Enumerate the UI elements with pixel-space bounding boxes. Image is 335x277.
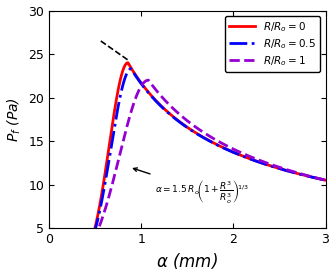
$R/R_o= 0$ [293,171,297,175]
$R/R_o= 1$ [228,146,232,149]
$R/R_o= 1$ [328,179,332,183]
Line: $R/R_o= 0.5$: $R/R_o= 0.5$ [94,69,330,235]
$R/R_o= 0$ [222,146,226,150]
$R/R_o= 0.5$ [267,164,271,167]
$R/R_o= 1$ [236,150,240,153]
$R/R_o= 1$ [293,170,297,174]
Text: $\alpha = 1.5\,R_o\!\left(1+\dfrac{R^3}{R_o^3}\right)^{\!1/3}$: $\alpha = 1.5\,R_o\!\left(1+\dfrac{R^3}{… [133,168,250,205]
Y-axis label: $P_f$ (Pa): $P_f$ (Pa) [6,97,23,142]
$R/R_o= 0.5$ [293,171,297,175]
$R/R_o= 0.5$ [236,153,240,156]
$R/R_o= 0$ [236,153,240,156]
$R/R_o= 0.5$ [222,147,226,150]
$R/R_o= 0$ [267,164,271,167]
X-axis label: $\alpha$ (mm): $\alpha$ (mm) [156,252,218,271]
$R/R_o= 1$ [222,143,226,146]
$R/R_o= 0$ [328,179,332,183]
Line: $R/R_o= 0$: $R/R_o= 0$ [94,63,330,233]
Line: $R/R_o= 1$: $R/R_o= 1$ [94,80,330,240]
Legend: $R/R_o= 0$, $R/R_o= 0.5$, $R/R_o= 1$: $R/R_o= 0$, $R/R_o= 0.5$, $R/R_o= 1$ [224,16,320,72]
$R/R_o= 0$ [228,149,232,153]
$R/R_o= 1$ [267,162,271,165]
$R/R_o= 0.5$ [228,150,232,153]
$R/R_o= 0.5$ [328,179,332,183]
